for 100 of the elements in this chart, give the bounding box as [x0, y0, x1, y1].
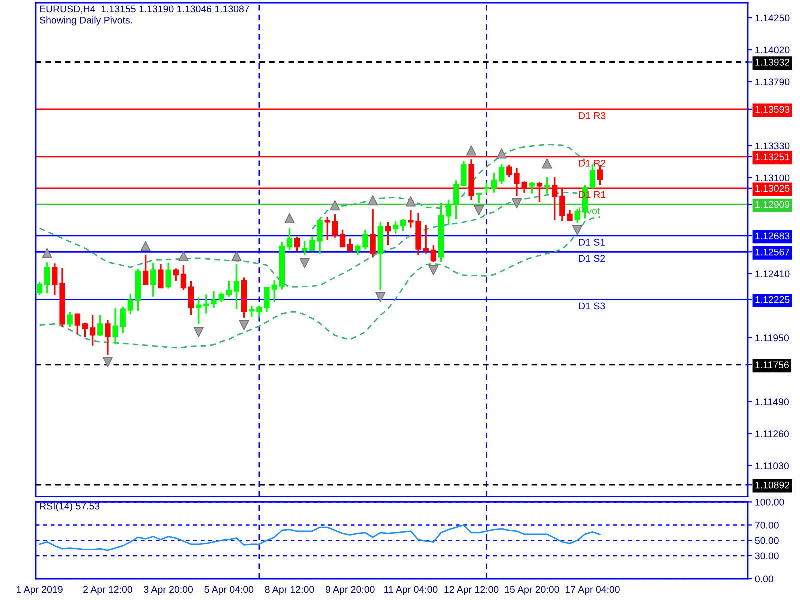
candlestick	[476, 193, 482, 204]
point	[542, 158, 552, 169]
x-tick-label: 3 Apr 20:00	[144, 586, 194, 596]
y-tick-label: 0.00	[755, 576, 774, 583]
y-tick-label: 50.00	[755, 537, 779, 544]
point	[496, 148, 507, 159]
candlestick	[180, 264, 187, 292]
candlestick	[294, 236, 300, 252]
candlestick	[166, 262, 172, 290]
candlestick	[590, 163, 596, 190]
point	[102, 357, 114, 368]
point	[284, 213, 295, 224]
candlestick	[272, 280, 278, 303]
candlestick	[446, 198, 452, 226]
y-tick-label: 1.13790	[756, 78, 790, 86]
candlestick	[36, 281, 43, 296]
y-tick-label: 1.13932	[756, 58, 790, 66]
y-tick-label: 1.13025	[756, 185, 790, 192]
y-tick-label: 1.13593	[756, 106, 790, 114]
chart-title: EURUSD,H4 1.13155 1.13190 1.13046 1.13087	[40, 6, 250, 14]
candlestick	[105, 319, 111, 356]
y-tick-label: 1.12683	[756, 232, 790, 240]
candlestick	[423, 224, 429, 255]
y-tick-label: 1.12909	[756, 201, 790, 208]
y-tick-label: 1.14020	[756, 46, 790, 54]
candlestick	[491, 172, 498, 194]
candlestick	[454, 180, 460, 220]
candlestick	[128, 293, 134, 316]
point	[572, 225, 583, 236]
x-tick-label: 1 Apr 2019	[17, 586, 63, 596]
y-tick-label: 1.12225	[756, 296, 790, 304]
y-tick-label: 1.11260	[756, 430, 789, 438]
point	[178, 251, 189, 262]
ref-line-label: D1 S1	[579, 239, 606, 246]
candlestick	[370, 208, 376, 259]
candlestick	[249, 305, 255, 318]
candlestick	[44, 262, 50, 294]
point	[239, 320, 250, 330]
candlestick	[362, 229, 368, 251]
point	[368, 195, 378, 206]
ref-line-label: D1 R2	[579, 160, 606, 167]
candlestick	[544, 176, 550, 195]
point	[140, 241, 151, 252]
candlestick	[332, 214, 338, 239]
y-tick-label: 1.13330	[756, 142, 790, 150]
candlestick	[173, 268, 179, 282]
x-tick-label: 12 Apr 12:00	[444, 586, 499, 596]
candlestick	[158, 264, 164, 289]
candlestick	[112, 308, 118, 346]
candlestick	[499, 163, 505, 186]
x-tick-label: 15 Apr 20:00	[505, 586, 560, 596]
point	[330, 200, 340, 211]
point	[512, 198, 522, 209]
x-tick-label: 9 Apr 20:00	[326, 586, 375, 596]
candlestick	[430, 244, 436, 263]
candlestick	[120, 306, 126, 334]
y-tick-label: 1.12567	[756, 248, 790, 256]
y-tick-label: 1.13100	[756, 174, 790, 182]
point	[42, 248, 52, 258]
point	[474, 205, 484, 216]
candlestick	[574, 208, 580, 224]
candlestick	[226, 280, 232, 298]
candlestick	[302, 240, 308, 256]
candlestick	[324, 216, 330, 242]
candlestick	[196, 296, 202, 326]
candlestick	[98, 314, 104, 337]
point	[376, 292, 386, 302]
point	[406, 196, 416, 207]
candlestick	[82, 322, 88, 338]
chart-title: RSI(14) 57.53	[40, 502, 100, 512]
candlestick	[286, 227, 293, 252]
candlestick	[150, 262, 156, 298]
x-tick-label: 2 Apr 12:00	[84, 586, 132, 596]
candlestick	[348, 238, 354, 252]
text: Showing Daily Pivots.	[40, 16, 132, 26]
y-tick-label: 30.00	[755, 552, 779, 560]
ref-line-label: D1 S2	[579, 255, 606, 262]
candlestick	[461, 160, 467, 188]
y-tick-label: 1.11756	[756, 362, 789, 369]
candlestick	[340, 229, 346, 248]
y-tick-label: 1.13251	[756, 154, 790, 161]
candlestick	[400, 218, 406, 232]
point	[466, 146, 477, 156]
candlestick	[74, 313, 80, 336]
x-tick-label: 17 Apr 04:00	[566, 586, 620, 596]
y-tick-label: 1.10892	[756, 482, 790, 489]
point	[194, 327, 204, 338]
x-tick-label: 5 Apr 04:00	[204, 586, 254, 596]
candlestick	[67, 311, 73, 328]
candlestick	[506, 164, 512, 178]
candlestick	[355, 244, 361, 256]
line-series	[39, 524, 601, 552]
candlestick	[392, 220, 399, 235]
ref-line-label: D1 R3	[579, 112, 606, 120]
y-tick-label: 1.11950	[756, 334, 789, 342]
point	[232, 251, 242, 262]
candlestick	[143, 254, 149, 286]
point	[300, 258, 310, 268]
ref-line-label: D1 S3	[579, 302, 606, 310]
candlestick	[90, 314, 96, 347]
